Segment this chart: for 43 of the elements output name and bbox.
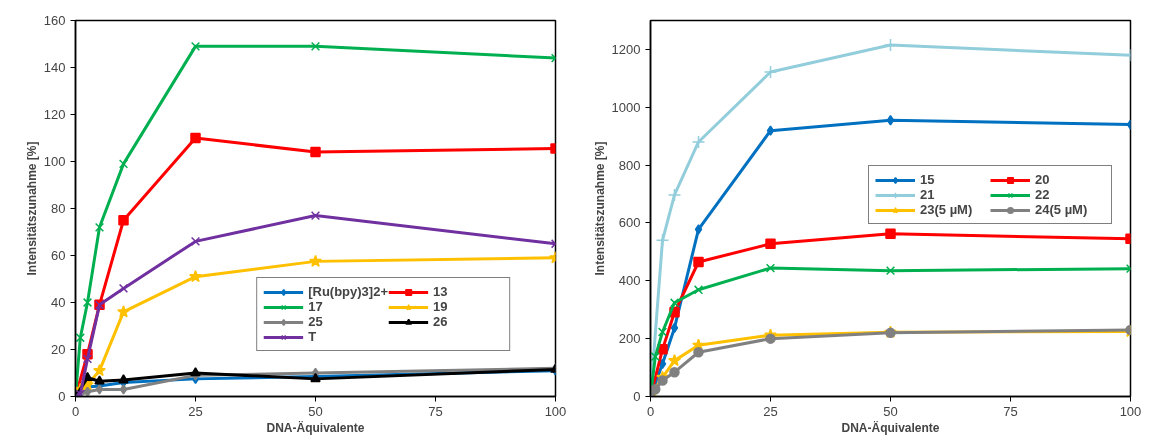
y-tick-label: 80 bbox=[51, 201, 66, 216]
y-tick-label: 160 bbox=[43, 13, 66, 28]
x-tick-label: 0 bbox=[646, 403, 655, 419]
legend-label: 22 bbox=[1035, 187, 1051, 202]
x-tick-label: 25 bbox=[188, 403, 203, 419]
x-tick-label: 75 bbox=[1003, 403, 1018, 419]
x-axis-title: DNA-Äquivalente bbox=[841, 419, 940, 435]
x-tick-label: 50 bbox=[308, 403, 323, 419]
x-axis-title: DNA-Äquivalente bbox=[266, 419, 365, 435]
legend-label: [Ru(bpy)3]2+ bbox=[308, 284, 388, 299]
y-tick-label: 60 bbox=[51, 248, 66, 263]
legend-label: 15 bbox=[920, 172, 936, 187]
y-tick-label: 600 bbox=[618, 215, 641, 231]
y-tick-label: 40 bbox=[51, 295, 66, 310]
legend-label: 26 bbox=[433, 314, 449, 329]
y-tick-label: 100 bbox=[43, 154, 66, 169]
x-tick-label: 100 bbox=[544, 403, 567, 419]
y-tick-label: 200 bbox=[618, 331, 641, 347]
y-tick-label: 120 bbox=[43, 107, 66, 122]
x-tick-label: 50 bbox=[883, 403, 898, 419]
y-axis-title: Intensitätszunahme [%] bbox=[592, 141, 607, 276]
y-tick-label: 0 bbox=[633, 389, 641, 404]
legend-label: 13 bbox=[433, 284, 449, 299]
legend-label: T bbox=[308, 329, 318, 344]
legend-label: 23(5 µM) bbox=[920, 202, 974, 217]
x-tick-label: 0 bbox=[71, 403, 80, 419]
legend-label: 25 bbox=[308, 314, 324, 329]
legend-label: 20 bbox=[1035, 172, 1051, 187]
legend-label: 21 bbox=[920, 187, 936, 202]
y-tick-label: 1000 bbox=[611, 99, 641, 115]
legend-label: 19 bbox=[433, 299, 449, 314]
y-axis-title: Intensitätszunahme [%] bbox=[24, 141, 39, 276]
legend-label: 17 bbox=[308, 299, 324, 314]
x-tick-label: 100 bbox=[1119, 403, 1142, 419]
x-tick-label: 25 bbox=[763, 403, 778, 419]
y-tick-label: 20 bbox=[51, 342, 66, 357]
y-tick-label: 0 bbox=[58, 389, 66, 404]
y-tick-label: 800 bbox=[618, 157, 641, 173]
x-tick-label: 75 bbox=[428, 403, 443, 419]
y-tick-label: 1200 bbox=[611, 41, 641, 57]
legend-label: 24(5 µM) bbox=[1035, 202, 1089, 217]
y-tick-label: 400 bbox=[618, 273, 641, 289]
y-tick-label: 140 bbox=[43, 60, 66, 75]
